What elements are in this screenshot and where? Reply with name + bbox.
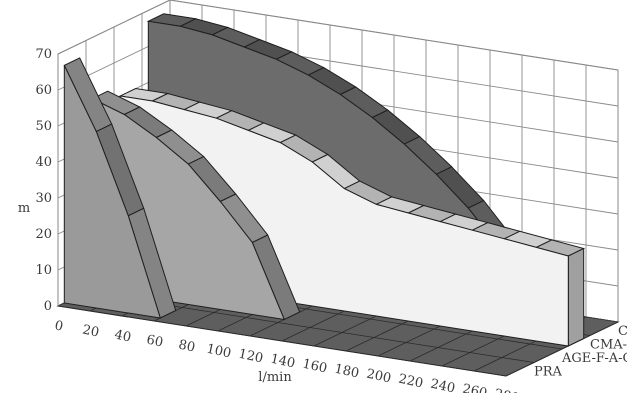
x-tick-label: 240 — [429, 377, 456, 393]
floor-grid-z — [57, 305, 507, 377]
x-tick-label: 160 — [301, 357, 328, 377]
y-tick-label: 60 — [35, 83, 52, 98]
x-tick-label: 220 — [397, 372, 424, 392]
x-axis-title: l/min — [258, 370, 292, 385]
x-tick-label: 60 — [145, 333, 164, 351]
y-tick-label: 30 — [35, 191, 52, 206]
y-tick-label: 10 — [35, 263, 52, 278]
chart-series — [63, 13, 586, 347]
x-tick-label: 120 — [237, 347, 264, 367]
y-tick-label: 50 — [35, 119, 52, 134]
x-tick-label: 80 — [177, 338, 196, 356]
x-tick-label: 180 — [333, 362, 360, 382]
x-tick-label: 40 — [113, 328, 132, 346]
y-tick-label: 40 — [35, 155, 52, 170]
y-tick-label: 20 — [35, 227, 52, 242]
x-tick-label: 20 — [81, 323, 100, 341]
y-tick-label: 70 — [35, 47, 52, 62]
x-tick-label: 200 — [365, 367, 392, 387]
series-label: AGE-F-A-C — [561, 351, 627, 366]
x-tick-label: 280 — [493, 387, 520, 393]
series-label: CMA-B — [590, 337, 627, 352]
x-tick-label: 260 — [461, 382, 488, 393]
y-tick-label: 0 — [44, 299, 52, 314]
x-tick-label: 0 — [53, 318, 64, 334]
series-label: CDA — [618, 324, 627, 339]
y-axis-title: m — [18, 201, 30, 216]
series-front-face — [63, 65, 162, 319]
series-end-cap — [567, 247, 585, 347]
series-label: PRA — [534, 364, 563, 379]
x-tick-label: 100 — [205, 342, 232, 362]
x-tick-label: 140 — [269, 352, 296, 372]
series-pra — [63, 57, 177, 319]
